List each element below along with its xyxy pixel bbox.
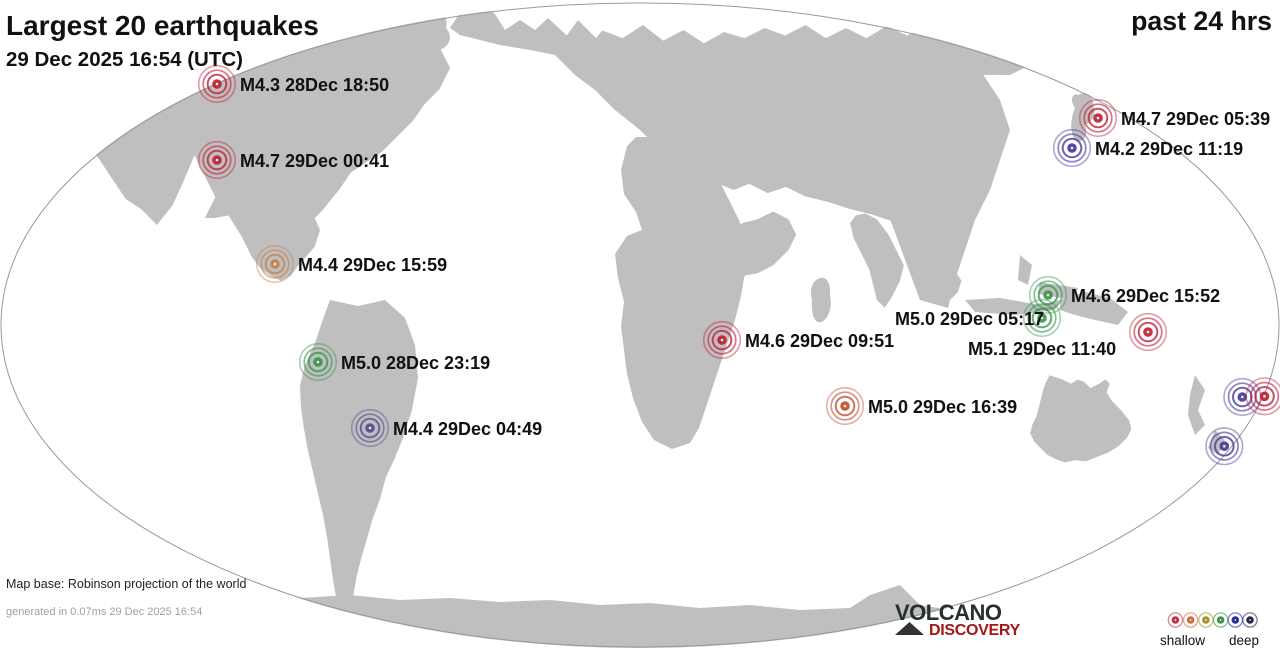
svg-text:M5.0 29Dec 16:39: M5.0 29Dec 16:39 bbox=[868, 397, 1017, 417]
svg-text:M4.4 29Dec 04:49: M4.4 29Dec 04:49 bbox=[393, 419, 542, 439]
svg-text:M4.7 29Dec 00:41: M4.7 29Dec 00:41 bbox=[240, 151, 389, 171]
svg-text:M4.2 29Dec 11:19: M4.2 29Dec 11:19 bbox=[1095, 139, 1243, 159]
svg-text:shallow: shallow bbox=[1160, 633, 1205, 648]
svg-text:M4.3 28Dec 18:50: M4.3 28Dec 18:50 bbox=[240, 75, 389, 95]
svg-text:Largest 20 earthquakes: Largest 20 earthquakes bbox=[6, 10, 319, 41]
svg-text:Map base: Robinson projection: Map base: Robinson projection of the wor… bbox=[6, 577, 246, 591]
svg-text:DISCOVERY: DISCOVERY bbox=[929, 622, 1021, 639]
svg-text:M5.0 28Dec 23:19: M5.0 28Dec 23:19 bbox=[341, 353, 490, 373]
svg-text:M4.6 29Dec 15:52: M4.6 29Dec 15:52 bbox=[1071, 286, 1220, 306]
svg-text:M5.1 29Dec 11:40: M5.1 29Dec 11:40 bbox=[968, 339, 1116, 359]
svg-text:deep: deep bbox=[1229, 633, 1259, 648]
svg-text:M4.7 29Dec 05:39: M4.7 29Dec 05:39 bbox=[1121, 109, 1270, 129]
svg-text:generated in 0.07ms 29 Dec 202: generated in 0.07ms 29 Dec 2025 16:54 bbox=[6, 606, 202, 618]
svg-text:M4.4 29Dec 15:59: M4.4 29Dec 15:59 bbox=[298, 255, 447, 275]
svg-text:M4.6 29Dec 09:51: M4.6 29Dec 09:51 bbox=[745, 331, 894, 351]
svg-text:M5.0 29Dec 05:17: M5.0 29Dec 05:17 bbox=[895, 309, 1044, 329]
svg-text:past 24 hrs: past 24 hrs bbox=[1131, 6, 1272, 36]
